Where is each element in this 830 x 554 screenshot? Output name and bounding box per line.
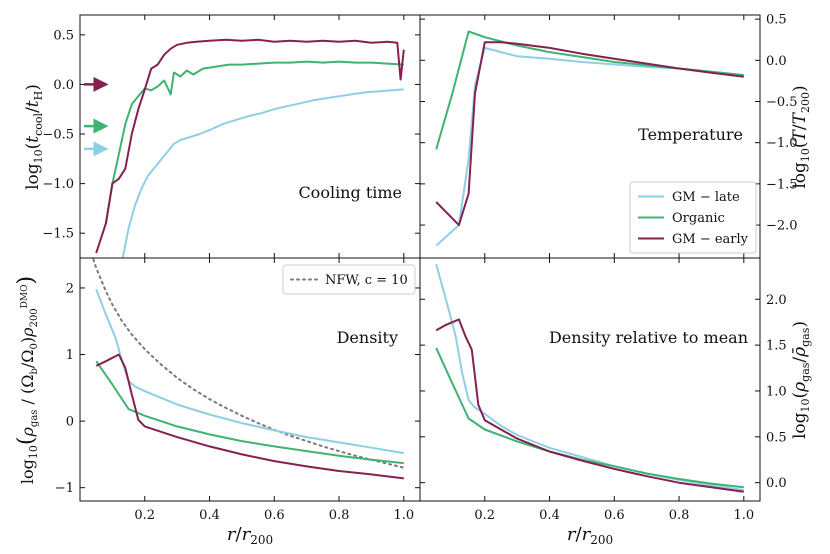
legend-box — [629, 181, 757, 254]
xtick-label-density-4: 1.0 — [393, 508, 414, 523]
annotation-temperature: Temperature — [638, 125, 743, 144]
ytick-label-temperature-5: 0.5 — [766, 13, 787, 28]
annotation-density: Density — [337, 328, 398, 347]
left-ylabel-top: log10(tcool/tH) — [23, 84, 45, 190]
panel-density: 0.2 0.4 0.6 0.8 1.0 −1 0 1 2 Density NFW, c = 10 — [55, 257, 421, 523]
xtick-label-density-0: 0.2 — [134, 508, 155, 523]
series-gm_early-cooling — [95, 38, 405, 254]
ytick-label-density-relative-2: 1.0 — [766, 384, 787, 399]
ytick-label-temperature-2: −1.0 — [766, 136, 798, 151]
xlabel-left: r/r200 — [227, 524, 273, 547]
right-ylabel-bottom: log10(ρgas/ρ̄gas) — [790, 321, 812, 439]
xlabel-right: r/r200 — [567, 524, 613, 547]
series-organic-density — [95, 360, 404, 465]
ytick-label-density-1: 0 — [66, 415, 74, 430]
legend-density: NFW, c = 10 — [282, 264, 416, 295]
ytick-label-density-2: 1 — [66, 348, 74, 363]
xtick-label-density-relative-3: 0.8 — [669, 508, 690, 523]
series-nfw-density — [91, 258, 405, 469]
legend-label-nfw: NFW, c = 10 — [325, 273, 408, 288]
series-organic-cooling — [104, 60, 404, 224]
ytick-label-temperature-3: −0.5 — [766, 95, 798, 110]
ytick-label-temperature-4: 0.0 — [766, 54, 787, 69]
legend-temperature: GM − late Organic GM − early — [629, 181, 757, 254]
ytick-label-density-0: −1 — [55, 481, 74, 496]
series-organic-density-relative — [435, 347, 744, 489]
xtick-label-density-1: 0.4 — [199, 508, 220, 523]
xtick-label-density-relative-1: 0.4 — [539, 508, 560, 523]
ytick-label-density-3: 2 — [66, 281, 74, 296]
legend-label-organic: Organic — [672, 211, 725, 226]
series-gm_late-cooling — [121, 88, 404, 258]
panel-density-relative: 0.2 0.4 0.6 0.8 1.0 0.0 0.5 1.0 1.5 2.0 Density re… — [419, 257, 787, 523]
ytick-label-density-relative-4: 2.0 — [766, 293, 787, 308]
xtick-label-density-2: 0.6 — [264, 508, 285, 523]
axes-frame-density-relative — [419, 257, 761, 502]
xtick-label-density-relative-2: 0.6 — [604, 508, 625, 523]
series-gm_early-temperature — [435, 41, 744, 227]
ytick-label-density-relative-3: 1.5 — [766, 339, 787, 354]
series-gm_late-density — [95, 288, 404, 455]
legend-label-gm_early: GM − early — [672, 232, 749, 247]
xtick-label-density-3: 0.8 — [329, 508, 350, 523]
ytick-label-density-relative-1: 0.5 — [766, 430, 787, 445]
legend-label-gm_late: GM − late — [672, 190, 740, 205]
ytick-label-cooling-4: 0.5 — [53, 28, 74, 43]
ytick-label-cooling-2: −0.5 — [42, 128, 74, 143]
series-gm_early-density-relative — [435, 318, 744, 493]
series-gm_early-density — [95, 353, 404, 480]
series-gm_late-density-relative — [435, 264, 744, 491]
legend-box — [282, 264, 416, 295]
ytick-label-cooling-1: −1.0 — [42, 177, 74, 192]
ytick-label-cooling-0: −1.5 — [42, 227, 74, 242]
panel-cooling: −1.5 −1.0 −0.5 0.0 0.5 Cooling time — [42, 14, 421, 259]
ytick-label-temperature-0: −2.0 — [766, 219, 798, 234]
ytick-label-density-relative-0: 0.0 — [766, 476, 787, 491]
annotation-cooling: Cooling time — [298, 183, 402, 202]
xtick-label-density-relative-0: 0.2 — [474, 508, 495, 523]
annotation-density-relative: Density relative to mean — [549, 328, 748, 347]
ytick-label-temperature-1: −1.5 — [766, 177, 798, 192]
left-ylabel-bottom: log10(ρgas / (Ωb/Ω0)ρ200DMO) — [14, 276, 40, 484]
panel-temperature: −2.0 −1.5 −1.0 −0.5 0.0 0.5 Temperature GM − la… — [419, 13, 798, 259]
xtick-label-density-relative-4: 1.0 — [733, 508, 754, 523]
ytick-label-cooling-3: 0.0 — [53, 78, 74, 93]
